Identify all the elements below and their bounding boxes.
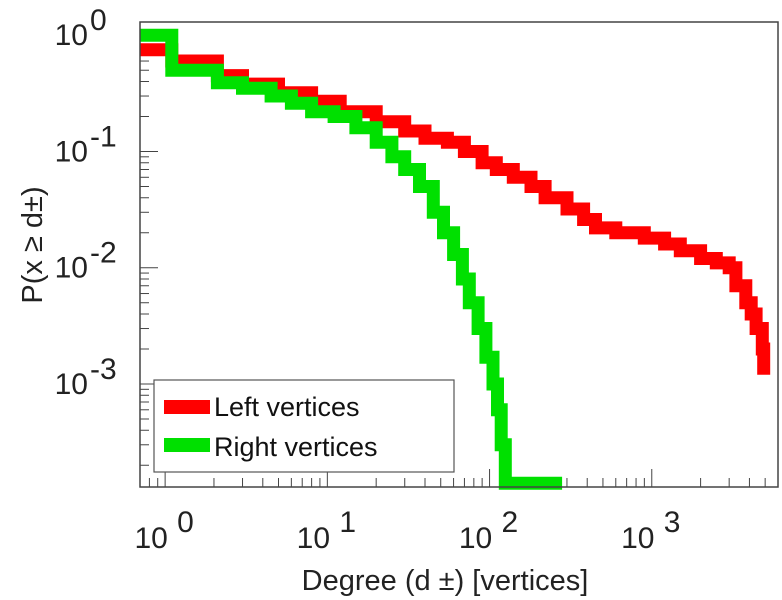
legend-label-left-vertices: Left vertices	[214, 392, 360, 422]
y-tick-label: 10	[55, 19, 88, 52]
x-tick-label: 10	[621, 522, 654, 555]
x-tick-exponent: 1	[339, 506, 356, 539]
y-tick-label: 10	[55, 252, 88, 285]
x-tick-label: 10	[134, 522, 167, 555]
x-tick-exponent: 0	[177, 506, 194, 539]
tick-labels: 10 0 10 1 10 2 10 310 010 -110 -210 -3	[55, 4, 681, 555]
legend: Left vertices Right vertices	[153, 379, 455, 473]
x-tick-exponent: 3	[664, 506, 681, 539]
x-tick-label: 10	[297, 522, 330, 555]
plot-frame	[139, 21, 779, 488]
y-tick-label: 10	[55, 368, 88, 401]
plot-area	[140, 28, 771, 490]
legend-swatch-left-vertices	[164, 400, 210, 414]
y-tick-exponent: -2	[90, 237, 117, 270]
legend-box	[153, 379, 455, 473]
legend-swatch-right-vertices	[164, 438, 210, 452]
x-tick-exponent: 2	[502, 506, 519, 539]
x-tick-label: 10	[459, 522, 492, 555]
x-axis-label: Degree (d ±) [vertices]	[302, 565, 589, 597]
y-tick-exponent: -1	[90, 120, 117, 153]
series-line-left-vertices	[140, 43, 771, 375]
y-tick-exponent: -3	[90, 353, 117, 386]
y-axis-label: P(x ≥ d±)	[17, 186, 49, 303]
legend-label-right-vertices: Right vertices	[214, 432, 378, 462]
y-tick-label: 10	[55, 135, 88, 168]
series-line-right-vertices	[140, 28, 563, 490]
y-tick-exponent: 0	[90, 4, 107, 37]
